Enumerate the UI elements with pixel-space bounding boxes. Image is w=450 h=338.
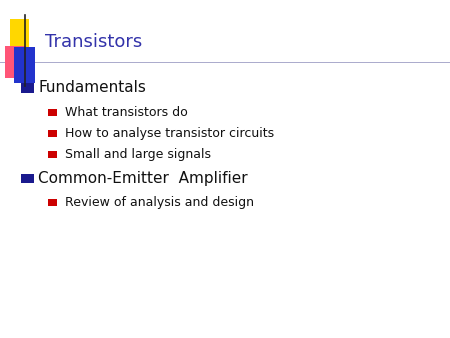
Bar — [48, 130, 57, 137]
Bar — [21, 83, 34, 93]
Text: What transistors do: What transistors do — [65, 106, 188, 119]
Text: Transistors: Transistors — [45, 33, 142, 51]
Text: Common-Emitter  Amplifier: Common-Emitter Amplifier — [38, 171, 248, 186]
Text: Review of analysis and design: Review of analysis and design — [65, 196, 254, 209]
Bar — [48, 199, 57, 206]
Bar — [4, 46, 26, 78]
Bar — [14, 47, 35, 83]
Bar — [48, 109, 57, 116]
Text: Fundamentals: Fundamentals — [38, 80, 146, 95]
Text: How to analyse transistor circuits: How to analyse transistor circuits — [65, 127, 274, 140]
Bar — [10, 19, 29, 52]
Bar — [48, 151, 57, 158]
Bar — [21, 174, 34, 183]
Text: Small and large signals: Small and large signals — [65, 148, 211, 161]
